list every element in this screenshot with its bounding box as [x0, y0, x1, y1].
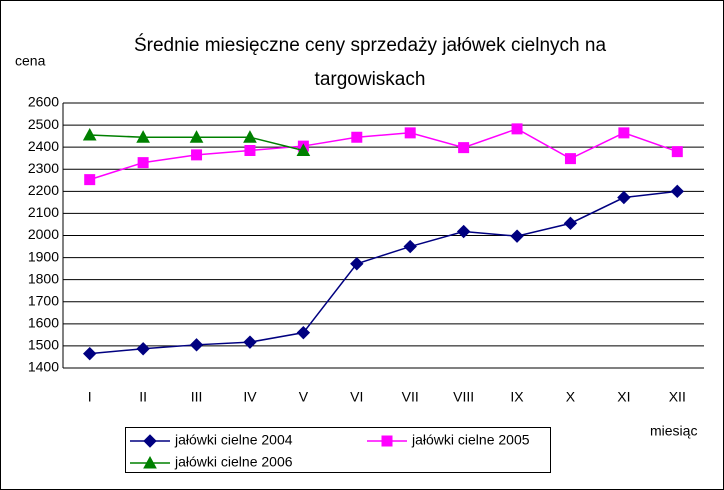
data-point	[617, 190, 631, 205]
y-tick-label: 2000	[28, 226, 59, 242]
data-point	[296, 143, 311, 156]
x-tick-label: XII	[669, 389, 686, 405]
data-point	[670, 184, 684, 199]
data-point	[671, 146, 683, 158]
legend	[125, 427, 551, 473]
legend-marker	[381, 435, 393, 447]
data-point	[564, 153, 576, 165]
data-point	[456, 224, 471, 239]
legend-label: jałówki cielne 2004	[174, 432, 293, 448]
legend-label: jałówki cielne 2006	[174, 454, 293, 470]
y-tick-label: 2400	[28, 138, 59, 154]
y-tick-label: 2100	[28, 204, 59, 220]
x-tick-label: XI	[617, 389, 630, 405]
chart-title: targowiskach	[315, 69, 426, 90]
y-tick-label: 1800	[28, 270, 59, 286]
y-tick-label: 1400	[28, 359, 59, 375]
data-point	[404, 127, 416, 139]
data-point	[189, 130, 204, 143]
y-tick-label: 2500	[28, 116, 59, 132]
y-tick-label: 1500	[28, 337, 59, 353]
data-point	[511, 123, 523, 135]
x-tick-label: VII	[402, 389, 419, 405]
data-point	[191, 149, 203, 161]
x-tick-label: VIII	[453, 389, 474, 405]
data-point	[243, 130, 257, 143]
data-point	[243, 335, 257, 349]
chart-title: Średnie miesięczne ceny sprzedaży jałówe…	[134, 34, 607, 56]
x-tick-label: II	[139, 389, 147, 405]
data-point	[563, 216, 578, 231]
y-tick-label: 2600	[28, 94, 59, 110]
data-point	[351, 131, 363, 143]
data-point	[137, 157, 149, 169]
x-tick-label: IX	[510, 389, 524, 405]
y-tick-label: 1600	[28, 315, 59, 331]
legend-label: jałówki cielne 2005	[411, 432, 530, 448]
data-point	[510, 229, 524, 243]
data-point	[82, 127, 97, 141]
legend-marker	[143, 455, 157, 469]
series-line	[89, 190, 678, 355]
data-point	[296, 325, 311, 340]
data-point	[136, 130, 150, 143]
x-tick-label: III	[191, 389, 203, 405]
x-tick-label: X	[566, 389, 576, 405]
x-axis-label: miesiąc	[650, 423, 697, 439]
y-tick-label: 1900	[28, 248, 59, 264]
series-line	[89, 128, 678, 181]
data-point	[403, 239, 417, 254]
y-axis-label: cena	[15, 53, 46, 69]
data-point	[189, 338, 204, 352]
data-point	[83, 346, 97, 361]
x-tick-label: IV	[243, 389, 257, 405]
y-tick-label: 2300	[28, 160, 59, 176]
data-point	[458, 142, 470, 154]
y-tick-label: 2200	[28, 182, 59, 198]
y-tick-label: 1700	[28, 292, 59, 308]
data-point	[618, 127, 630, 139]
x-tick-label: I	[88, 389, 92, 405]
data-point	[350, 257, 364, 271]
data-point	[136, 342, 150, 356]
data-point	[244, 144, 256, 156]
x-tick-label: VI	[350, 389, 363, 405]
data-point	[84, 174, 96, 186]
legend-marker	[143, 434, 157, 448]
x-tick-label: V	[299, 389, 309, 405]
